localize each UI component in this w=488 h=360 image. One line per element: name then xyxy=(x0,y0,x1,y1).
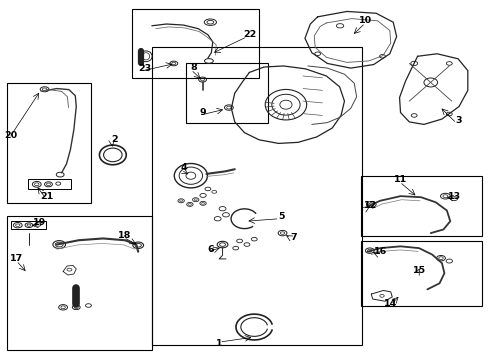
Text: 13: 13 xyxy=(447,192,460,201)
Text: 8: 8 xyxy=(189,63,196,72)
Text: 16: 16 xyxy=(373,247,386,256)
Bar xyxy=(11,221,45,229)
Text: 21: 21 xyxy=(41,192,54,201)
Text: 3: 3 xyxy=(455,116,461,125)
Text: 15: 15 xyxy=(412,266,425,275)
Text: 14: 14 xyxy=(384,298,397,307)
Bar xyxy=(6,83,91,203)
Bar xyxy=(27,179,71,189)
Text: 22: 22 xyxy=(242,30,256,39)
Text: 11: 11 xyxy=(393,175,407,184)
Bar xyxy=(185,63,267,123)
Text: 5: 5 xyxy=(277,212,284,221)
Text: 6: 6 xyxy=(206,246,213,255)
Text: 20: 20 xyxy=(4,131,17,140)
Bar xyxy=(360,176,482,235)
Text: 4: 4 xyxy=(181,163,187,172)
Text: 18: 18 xyxy=(118,231,131,240)
Bar xyxy=(6,216,152,350)
Text: 9: 9 xyxy=(199,108,206,117)
Bar xyxy=(152,47,361,345)
Text: 1: 1 xyxy=(215,339,222,348)
Text: 23: 23 xyxy=(138,64,151,73)
Bar xyxy=(132,9,259,78)
Bar xyxy=(360,241,482,306)
Text: 19: 19 xyxy=(33,218,46,227)
Text: 17: 17 xyxy=(10,254,23,263)
Text: 2: 2 xyxy=(111,135,118,144)
Text: 12: 12 xyxy=(363,201,376,210)
Text: 10: 10 xyxy=(358,16,371,25)
Text: 7: 7 xyxy=(289,233,296,242)
